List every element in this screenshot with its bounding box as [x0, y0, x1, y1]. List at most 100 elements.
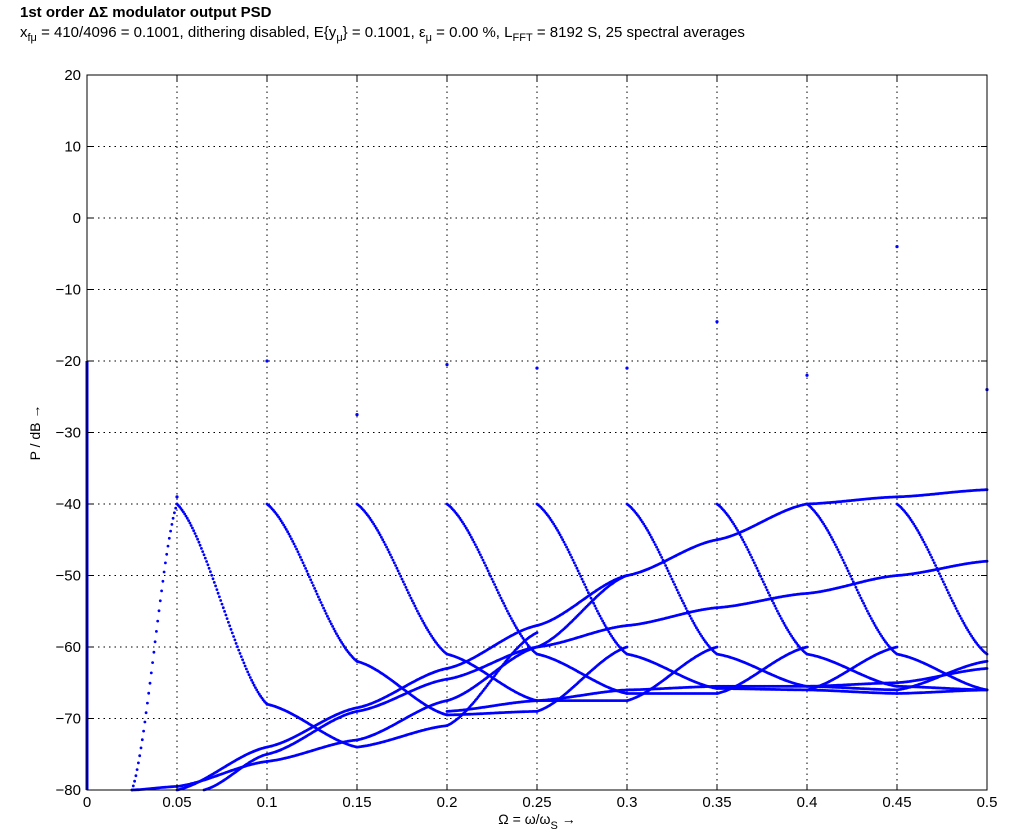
- data-point: [461, 520, 464, 524]
- data-point: [236, 645, 239, 649]
- data-point: [781, 619, 784, 623]
- data-point: [736, 529, 739, 532]
- data-point: [755, 566, 759, 570]
- x-tick-label: 0.15: [342, 794, 371, 811]
- data-point: [506, 609, 509, 613]
- data-point: [842, 561, 846, 565]
- data-point: [187, 519, 191, 522]
- data-point: [495, 588, 499, 592]
- data-point: [427, 630, 431, 634]
- data-point: [832, 540, 836, 544]
- data-point: [498, 594, 502, 597]
- data-point: [205, 560, 209, 563]
- data-point: [221, 606, 225, 610]
- y-tick-label: 0: [73, 210, 81, 227]
- data-point: [328, 620, 332, 623]
- data-point: [610, 634, 613, 638]
- data-point: [508, 614, 512, 618]
- data-point: [867, 612, 871, 615]
- data-point: [943, 583, 946, 586]
- data-point: [551, 520, 554, 524]
- data-point: [826, 529, 829, 532]
- data-point: [580, 577, 584, 581]
- data-point: [155, 630, 158, 633]
- data-point: [680, 599, 684, 603]
- data-point: [421, 619, 424, 623]
- spectral-peak-point: [175, 495, 179, 499]
- data-point: [930, 556, 934, 559]
- data-point: [491, 580, 495, 584]
- data-point: [380, 535, 383, 539]
- data-point: [747, 550, 751, 554]
- data-point: [678, 594, 682, 597]
- data-point: [958, 614, 962, 618]
- data-point: [968, 632, 972, 636]
- data-point: [516, 628, 520, 632]
- data-point: [472, 540, 476, 544]
- data-point: [592, 601, 595, 605]
- data-point: [466, 529, 469, 532]
- data-point: [167, 536, 171, 540]
- series-branch: [535, 502, 899, 692]
- data-point: [497, 591, 500, 595]
- data-point: [283, 525, 287, 529]
- data-point: [836, 548, 840, 551]
- data-point: [299, 555, 302, 559]
- y-tick-label: −70: [56, 711, 81, 728]
- data-point: [790, 634, 793, 638]
- data-point: [934, 564, 937, 567]
- data-point: [378, 533, 382, 537]
- data-point: [333, 629, 337, 633]
- data-point: [148, 681, 152, 685]
- data-point: [175, 502, 179, 506]
- data-point: [584, 585, 588, 589]
- data-point: [232, 635, 236, 638]
- data-point: [774, 607, 778, 610]
- x-tick-label: 0.2: [437, 794, 458, 811]
- data-point: [656, 548, 660, 551]
- data-point: [404, 585, 408, 589]
- data-point: [219, 599, 223, 602]
- series-branch: [895, 502, 989, 656]
- data-point: [941, 580, 945, 584]
- data-point: [143, 720, 147, 724]
- data-point: [679, 596, 683, 600]
- data-point: [932, 561, 936, 565]
- data-point: [144, 711, 148, 715]
- data-point: [398, 572, 401, 575]
- data-point: [961, 619, 964, 623]
- data-point: [871, 619, 874, 623]
- series-branch: [715, 502, 989, 692]
- y-axis-label: P / dB →: [27, 405, 43, 461]
- data-point: [652, 540, 656, 544]
- series-branch: [175, 502, 539, 749]
- data-point: [297, 553, 301, 556]
- data-point: [845, 566, 849, 570]
- data-point: [248, 676, 252, 679]
- data-point: [430, 634, 433, 638]
- data-point: [412, 601, 415, 605]
- data-point: [300, 558, 304, 562]
- data-point: [189, 524, 193, 527]
- subtitle-subscript: μ: [336, 32, 343, 44]
- subtitle-part: x: [20, 24, 28, 41]
- data-point: [340, 641, 343, 644]
- x-tick-label: 0.1: [257, 794, 278, 811]
- data-point: [647, 531, 651, 535]
- data-point: [401, 580, 405, 584]
- data-point: [733, 524, 737, 528]
- x-tick-label: 0.35: [702, 794, 731, 811]
- data-point: [165, 552, 169, 556]
- data-point: [399, 574, 403, 578]
- data-point: [535, 631, 539, 635]
- data-point: [607, 630, 611, 634]
- data-point: [284, 528, 288, 531]
- data-point: [557, 531, 561, 535]
- data-point: [970, 634, 973, 638]
- data-point: [914, 526, 918, 530]
- data-point: [646, 529, 649, 532]
- data-point: [243, 664, 247, 668]
- data-point: [684, 607, 688, 610]
- data-point: [967, 630, 971, 634]
- data-point: [589, 596, 593, 600]
